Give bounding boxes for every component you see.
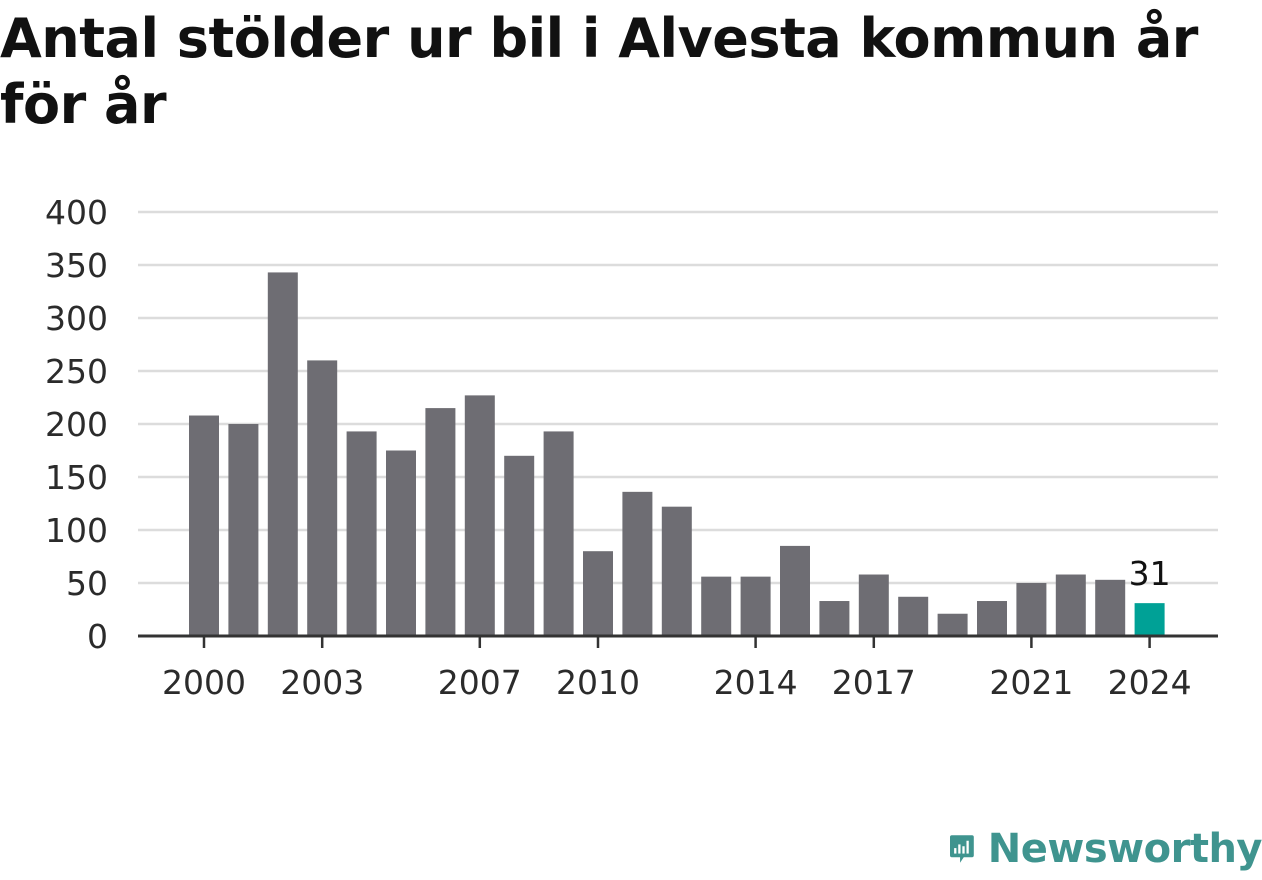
y-tick-label: 150	[45, 458, 108, 497]
x-tick-label: 2021	[989, 663, 1073, 702]
x-tick-label: 2003	[280, 663, 364, 702]
bar-2017	[858, 574, 889, 636]
bar-2002	[267, 272, 298, 636]
x-tick-label: 2000	[162, 663, 246, 702]
bar-2021	[1016, 583, 1047, 636]
y-tick-label: 250	[45, 352, 108, 391]
bar-2016	[819, 601, 850, 636]
bar-2011	[622, 491, 653, 636]
bar-2020	[977, 601, 1007, 636]
bar-2023	[1095, 579, 1126, 636]
bar-2001	[228, 424, 259, 636]
data-labels: 31	[1129, 554, 1171, 593]
y-tick-label: 100	[45, 511, 108, 550]
y-tick-label: 350	[45, 246, 108, 285]
y-axis-ticks: 0 50 100 150 200 250 300 350 400	[45, 193, 108, 656]
bars	[138, 272, 1218, 638]
bar-2018	[898, 596, 929, 636]
bar-2010	[583, 551, 613, 636]
y-tick-label: 200	[45, 405, 108, 444]
y-tick-label: 300	[45, 299, 108, 338]
brand-name: Newsworthy	[987, 826, 1262, 872]
y-tick-label: 0	[87, 617, 108, 656]
bar-2004	[346, 431, 377, 636]
bar-2015	[780, 545, 810, 636]
chart-title: Antal stölder ur bil i Alvesta kommun år…	[0, 7, 1198, 136]
data-label-2024: 31	[1129, 554, 1171, 593]
newsworthy-chart-bubble-icon	[950, 835, 974, 863]
bar-2007	[464, 395, 495, 636]
bar-2024	[1134, 603, 1165, 636]
newsworthy-logo: Newsworthy	[950, 818, 1262, 880]
bar-2006	[425, 408, 456, 636]
bar-2019	[937, 613, 968, 636]
bar-2003	[307, 360, 338, 636]
x-tick-label: 2014	[714, 663, 798, 702]
bar-2009	[543, 431, 574, 636]
y-tick-label: 50	[66, 564, 108, 603]
x-tick-label: 2024	[1108, 663, 1192, 702]
bar-2022	[1055, 574, 1086, 636]
bar-2008	[504, 455, 535, 636]
x-tick-label: 2007	[438, 663, 522, 702]
bar-2014	[740, 576, 771, 636]
x-tick-label: 2010	[556, 663, 640, 702]
bar-2005	[386, 450, 416, 636]
bar-2012	[661, 506, 692, 636]
bar-2000	[189, 415, 219, 636]
x-tick-label: 2017	[832, 663, 916, 702]
y-tick-label: 400	[45, 193, 108, 232]
x-axis-ticks: 2000 2003 2007 2010 2014 2017 2021 2024	[162, 636, 1192, 702]
bar-2013	[701, 576, 732, 636]
